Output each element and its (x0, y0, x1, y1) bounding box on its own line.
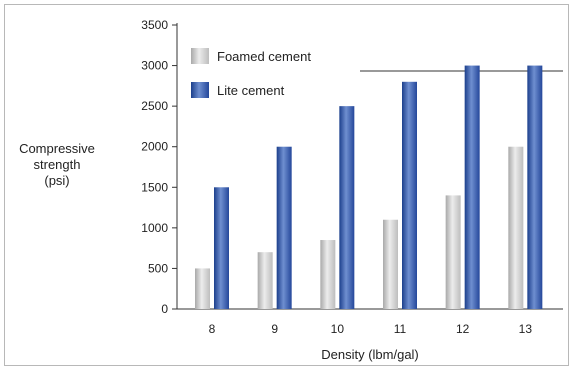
y-axis-title-line-2: strength (34, 157, 81, 172)
y-tick-label: 1500 (141, 180, 168, 194)
y-tick-label: 3000 (141, 59, 168, 73)
x-ticks: 8 9 10 11 12 13 (209, 322, 533, 336)
x-tick-label: 9 (271, 322, 278, 336)
x-tick-label: 12 (456, 322, 470, 336)
y-axis-title-line-3: (psi) (44, 173, 69, 188)
y-tick-label: 2000 (141, 140, 168, 154)
y-axis-title-line-1: Compressive (19, 141, 95, 156)
y-tick-label: 500 (148, 261, 168, 275)
x-tick-label: 10 (331, 322, 345, 336)
y-tick-label: 2500 (141, 99, 168, 113)
bar-lite-cement (276, 146, 292, 309)
x-axis-title: Density (lbm/gal) (321, 347, 419, 362)
y-tick-label: 3500 (141, 18, 168, 32)
x-tick-label: 13 (519, 322, 533, 336)
y-tick-label: 0 (161, 302, 168, 316)
bar-foamed-cement (445, 195, 461, 309)
bar-foamed-cement (257, 252, 273, 309)
bar-lite-cement (214, 187, 229, 309)
bar-lite-cement (339, 106, 355, 310)
bar-lite-cement (527, 65, 543, 309)
legend-label-foamed-cement: Foamed cement (217, 49, 311, 64)
bars (195, 65, 543, 310)
bar-lite-cement (464, 65, 480, 309)
x-tick-label: 11 (394, 322, 407, 336)
legend-swatch-foamed-cement (191, 48, 209, 64)
chart-frame: Compressive strength (psi) Density (lbm/… (4, 4, 569, 366)
legend-label-lite-cement: Lite cement (217, 83, 285, 98)
bar-foamed-cement (383, 219, 398, 309)
y-ticks: 0 500 1000 1500 2000 2500 3000 3500 (141, 18, 177, 316)
legend: Foamed cement Lite cement (191, 48, 311, 98)
bar-lite-cement (402, 81, 417, 309)
chart-svg: Compressive strength (psi) Density (lbm/… (19, 18, 563, 362)
bar-foamed-cement (195, 268, 210, 309)
bar-foamed-cement (508, 146, 524, 309)
x-tick-label: 8 (209, 322, 216, 336)
legend-swatch-lite-cement (191, 82, 209, 98)
y-tick-label: 1000 (141, 221, 168, 235)
bar-foamed-cement (320, 240, 336, 309)
